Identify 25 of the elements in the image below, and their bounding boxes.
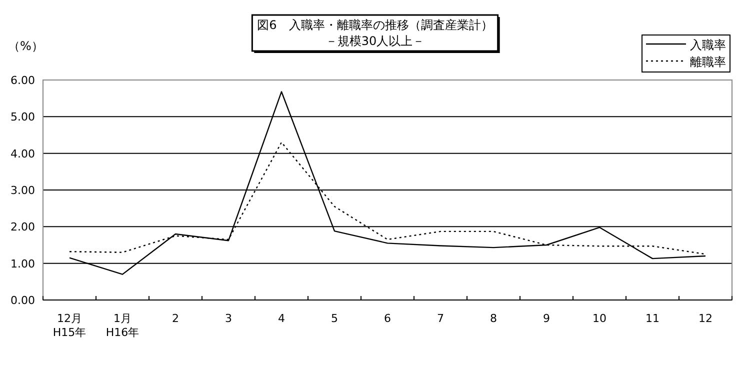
- y-tick-label: 4.00: [10, 147, 35, 160]
- x-tick-label: 6: [384, 312, 391, 325]
- x-tick-label: 4: [278, 312, 285, 325]
- y-tick-label: 5.00: [10, 110, 35, 124]
- y-axis-title: （%）: [8, 39, 44, 53]
- x-tick-label: 5: [331, 312, 338, 325]
- x-tick-label: 12: [698, 312, 712, 325]
- x-tick-label: 10: [592, 312, 606, 325]
- x-tick-label: 3: [225, 312, 232, 325]
- y-tick-label: 3.00: [10, 184, 35, 197]
- x-tick-label: 7: [437, 312, 444, 325]
- x-tick-label: 1月 H16年: [106, 312, 140, 339]
- y-tick-label: 6.00: [10, 74, 35, 87]
- y-tick-label: 2.00: [10, 220, 35, 234]
- chart-subtitle: －規模30人以上－: [325, 34, 425, 48]
- y-tick-label: 0.00: [10, 294, 35, 307]
- x-tick-label: 11: [646, 312, 660, 325]
- x-tick-label: 12月 H15年: [52, 312, 86, 339]
- y-tick-label: 1.00: [10, 257, 35, 270]
- x-tick-label: 2: [172, 312, 179, 325]
- chart-title: 図6 入職率・離職率の推移（調査産業計）: [257, 18, 493, 32]
- legend-label: 入職率: [690, 38, 726, 52]
- x-tick-label: 8: [490, 312, 497, 325]
- legend-label: 離職率: [690, 55, 726, 69]
- x-tick-label: 9: [543, 312, 550, 325]
